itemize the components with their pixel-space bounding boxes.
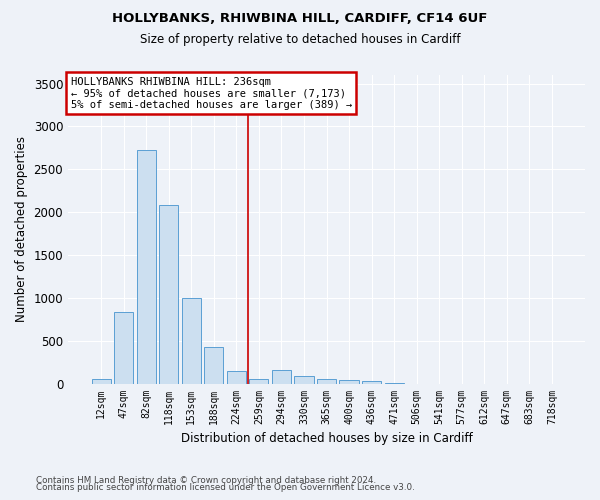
- Text: HOLLYBANKS RHIWBINA HILL: 236sqm
← 95% of detached houses are smaller (7,173)
5%: HOLLYBANKS RHIWBINA HILL: 236sqm ← 95% o…: [71, 76, 352, 110]
- Bar: [385, 382, 404, 384]
- Bar: [272, 370, 291, 384]
- Text: Size of property relative to detached houses in Cardiff: Size of property relative to detached ho…: [140, 32, 460, 46]
- Bar: [204, 346, 223, 384]
- Bar: [137, 150, 156, 384]
- Bar: [295, 376, 314, 384]
- Y-axis label: Number of detached properties: Number of detached properties: [15, 136, 28, 322]
- Bar: [362, 381, 381, 384]
- Bar: [159, 206, 178, 384]
- Bar: [92, 379, 110, 384]
- Bar: [182, 298, 201, 384]
- Bar: [317, 379, 336, 384]
- Text: HOLLYBANKS, RHIWBINA HILL, CARDIFF, CF14 6UF: HOLLYBANKS, RHIWBINA HILL, CARDIFF, CF14…: [112, 12, 488, 26]
- Bar: [340, 380, 359, 384]
- Bar: [227, 370, 246, 384]
- Bar: [114, 312, 133, 384]
- Text: Contains HM Land Registry data © Crown copyright and database right 2024.: Contains HM Land Registry data © Crown c…: [36, 476, 376, 485]
- Bar: [250, 380, 268, 384]
- X-axis label: Distribution of detached houses by size in Cardiff: Distribution of detached houses by size …: [181, 432, 472, 445]
- Text: Contains public sector information licensed under the Open Government Licence v3: Contains public sector information licen…: [36, 484, 415, 492]
